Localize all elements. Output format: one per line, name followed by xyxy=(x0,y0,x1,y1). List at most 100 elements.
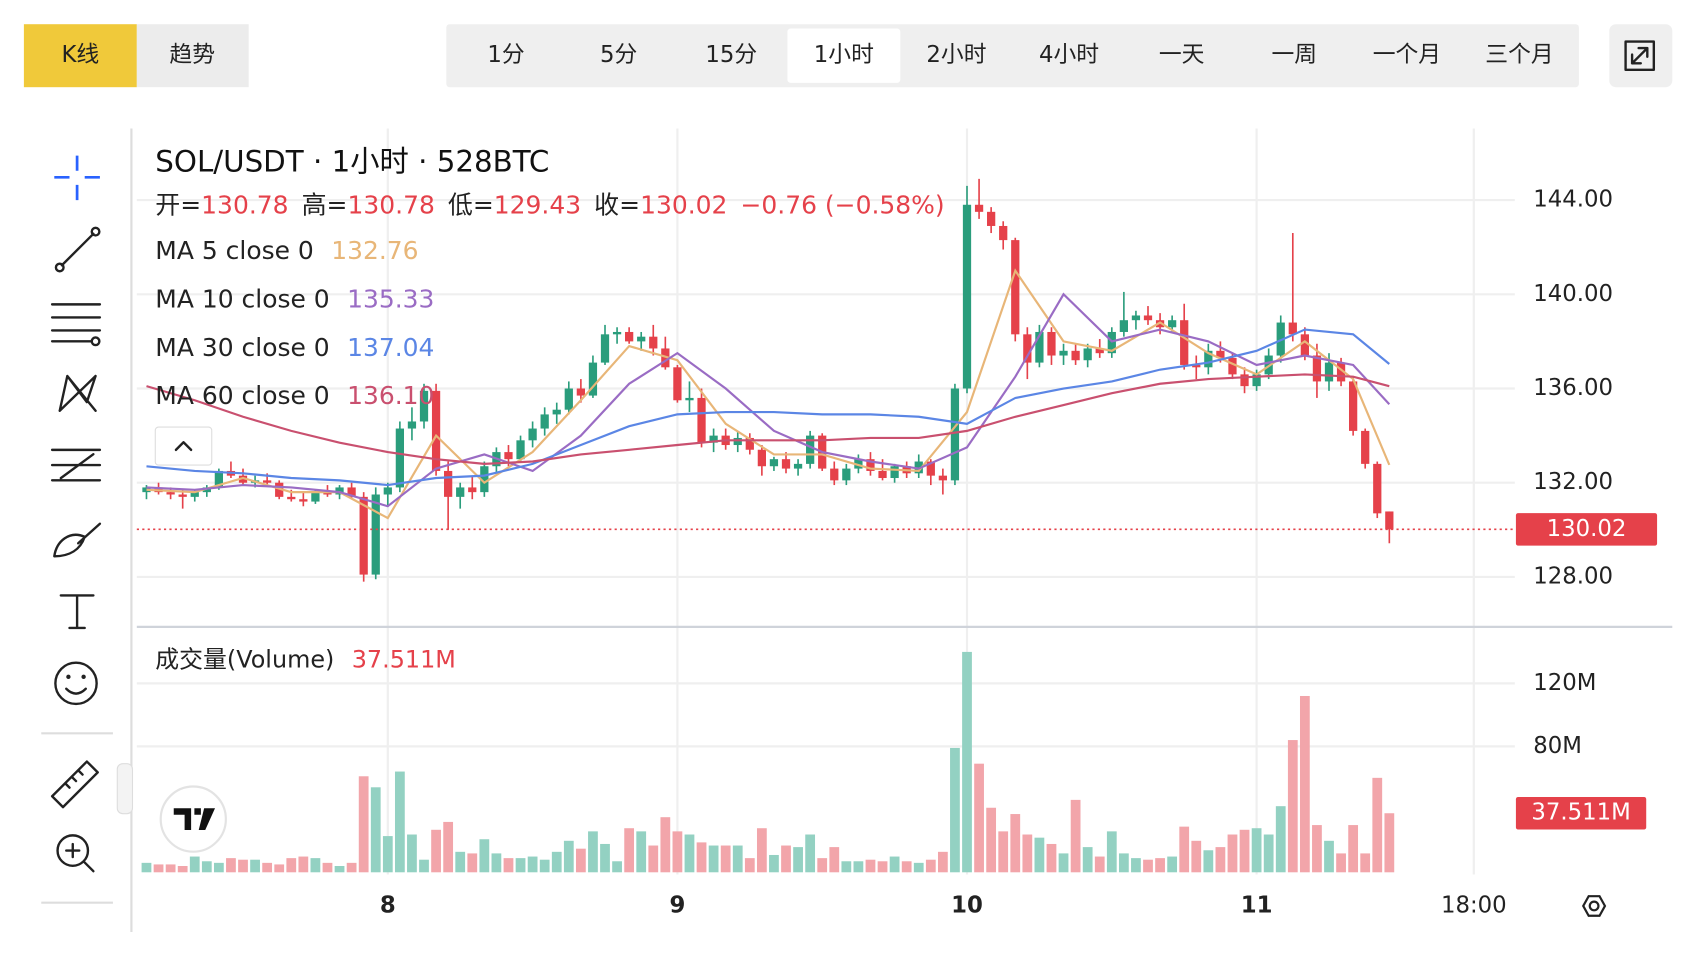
line-tool[interactable] xyxy=(54,226,101,273)
chart-title: SOL/USDT · 1小时 · 528BTC xyxy=(155,145,549,179)
interval-label[interactable]: 1分 xyxy=(487,42,524,68)
brush-icon xyxy=(53,522,102,558)
candle-body xyxy=(335,487,344,495)
tab-label[interactable]: 趋势 xyxy=(169,42,215,68)
interval-label[interactable]: 2小时 xyxy=(926,42,986,68)
ma-legend-name[interactable]: MA 60 close 0 xyxy=(155,381,329,410)
volume-bar xyxy=(346,862,357,873)
collapse-handle[interactable] xyxy=(116,763,134,815)
volume-bar xyxy=(1070,799,1081,873)
ma-line xyxy=(146,292,1391,508)
text-tool[interactable] xyxy=(59,594,95,630)
volume-bar xyxy=(684,834,695,873)
volume-bar xyxy=(274,864,285,873)
hline-icon xyxy=(50,303,102,343)
candle-body xyxy=(1349,381,1358,431)
volume-bar xyxy=(1094,856,1105,873)
candle-body xyxy=(1252,374,1261,387)
volume-bar xyxy=(1299,695,1310,873)
candle-body xyxy=(878,470,887,479)
interval-active-bg xyxy=(787,28,901,83)
volume-bar xyxy=(805,834,816,873)
candle-body xyxy=(697,397,706,443)
volume-bar xyxy=(1312,825,1322,873)
settings-button[interactable] xyxy=(1581,895,1607,917)
candle-body xyxy=(359,496,368,575)
ma-legend-value: 135.33 xyxy=(347,285,434,314)
volume-bar xyxy=(913,862,924,873)
candle-body xyxy=(649,336,658,349)
ruler-tool[interactable] xyxy=(50,760,99,809)
ma-legend-name[interactable]: MA 5 close 0 xyxy=(155,236,314,265)
volume-bar xyxy=(515,858,526,873)
volume-bar xyxy=(1227,834,1238,873)
candle-body xyxy=(1216,350,1225,358)
candle-body xyxy=(685,397,694,401)
volume-bar xyxy=(394,771,405,873)
chart-overlay: SOL/USDT · 1小时 · 528BTC 成交量(Volume) 开= 13… xyxy=(154,145,1607,917)
zoom-tool[interactable] xyxy=(56,834,95,873)
collapse-legend-icon xyxy=(174,441,193,452)
candle-body xyxy=(866,459,875,471)
volume-bar xyxy=(1046,843,1057,873)
collapse-legend-bg xyxy=(154,426,213,466)
candle-body xyxy=(588,362,598,396)
volume-legend-value: 37.511M xyxy=(352,646,456,674)
volume-bar xyxy=(563,840,574,873)
y-tick-label: 136.00 xyxy=(1533,375,1613,401)
emoji-tool[interactable] xyxy=(54,661,98,706)
settings-icon xyxy=(1581,895,1607,917)
interval-label[interactable]: 4小时 xyxy=(1039,42,1099,68)
interval-label[interactable]: 三个月 xyxy=(1485,42,1553,68)
interval-label[interactable]: 一个月 xyxy=(1373,42,1441,68)
volume-bar xyxy=(334,865,345,873)
ohlc-value: 130.02 xyxy=(640,191,727,220)
interval-label[interactable]: 1小时 xyxy=(814,42,874,68)
volume-bar xyxy=(1155,858,1165,873)
volume-bar xyxy=(877,861,888,873)
candle-body xyxy=(962,204,972,389)
volume-bar xyxy=(1384,813,1395,873)
hline-tool[interactable] xyxy=(50,303,102,347)
candle-body xyxy=(745,437,754,450)
interval-label[interactable]: 一天 xyxy=(1159,42,1205,68)
interval-label[interactable]: 5分 xyxy=(600,42,637,68)
pattern-tool[interactable] xyxy=(58,374,97,412)
tab-label[interactable]: K线 xyxy=(61,42,99,68)
volume-bar xyxy=(672,831,683,873)
interval-label[interactable]: 一周 xyxy=(1271,42,1317,68)
candle-body xyxy=(1047,331,1056,356)
volume-bar xyxy=(141,862,152,873)
last-price-label: 130.02 xyxy=(1547,516,1627,542)
interval-label[interactable]: 15分 xyxy=(705,42,757,68)
volume-bar xyxy=(817,858,828,873)
text-icon xyxy=(59,594,95,630)
volume-bar xyxy=(732,845,743,873)
collapse-legend-button[interactable] xyxy=(154,426,213,466)
candle-body xyxy=(1168,320,1177,328)
volume-bar xyxy=(1034,837,1045,873)
ma-legend-name[interactable]: MA 10 close 0 xyxy=(155,285,329,314)
candle-body xyxy=(299,499,308,502)
volume-bar xyxy=(793,847,803,873)
fib-tool[interactable] xyxy=(50,448,102,482)
candle-body xyxy=(395,428,405,488)
x-tick-label: 18:00 xyxy=(1441,892,1507,918)
candle-body xyxy=(516,440,525,460)
candle-body xyxy=(974,204,984,212)
candle-body xyxy=(1336,362,1346,382)
settings-icon-center xyxy=(1588,900,1600,912)
brush-tool[interactable] xyxy=(53,522,102,558)
candle-body xyxy=(311,492,320,502)
volume-bar xyxy=(889,856,900,873)
volume-bar xyxy=(479,839,490,873)
crosshair-tool[interactable] xyxy=(54,155,100,201)
expand-button[interactable] xyxy=(1609,24,1673,88)
volume-bar xyxy=(455,851,466,873)
volume-bar xyxy=(1215,847,1226,873)
candle-body xyxy=(1059,350,1068,356)
candle-body xyxy=(661,348,670,368)
candle-body xyxy=(202,487,211,493)
volume-bar xyxy=(298,856,309,873)
ma-legend-name[interactable]: MA 30 close 0 xyxy=(155,333,329,362)
